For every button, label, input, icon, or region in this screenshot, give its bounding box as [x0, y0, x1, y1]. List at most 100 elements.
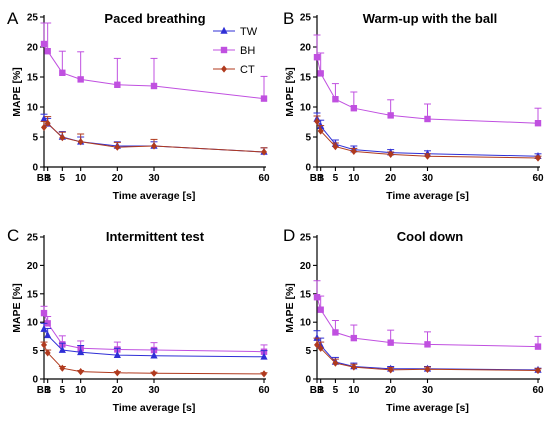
data-point — [313, 294, 321, 301]
panel-letter: C — [7, 226, 19, 245]
data-point — [113, 350, 121, 358]
y-tick-label: 15 — [27, 289, 39, 300]
y-tick-label: 5 — [305, 133, 311, 144]
data-point — [77, 76, 84, 83]
data-point — [260, 95, 268, 102]
data-point — [151, 142, 157, 150]
legend-item-tw: TW — [213, 26, 258, 38]
y-tick-label: 10 — [300, 103, 312, 114]
x-tick-label: 1 — [318, 385, 324, 396]
legend-marker — [220, 26, 228, 34]
chart-title: Paced breathing — [104, 11, 205, 26]
data-point — [387, 339, 394, 346]
y-tick-label: 20 — [27, 43, 39, 54]
data-point — [314, 341, 320, 349]
y-tick-label: 20 — [300, 43, 312, 54]
panel-letter: B — [283, 9, 294, 28]
series-bh — [40, 305, 268, 355]
y-axis-label: MAPE [%] — [11, 67, 23, 117]
data-point — [535, 366, 541, 375]
x-tick-label: 60 — [532, 173, 544, 184]
x-tick-label: 60 — [532, 385, 544, 396]
data-point — [44, 331, 52, 339]
data-point — [58, 345, 66, 353]
data-point — [317, 306, 324, 313]
data-point — [317, 127, 324, 135]
y-tick-label: 5 — [32, 133, 38, 144]
y-tick-label: 0 — [305, 375, 311, 386]
series-tw — [40, 322, 268, 360]
legend-label: BH — [240, 45, 255, 57]
data-point — [59, 69, 66, 76]
x-tick-label: BB — [310, 385, 324, 396]
data-point — [332, 329, 339, 336]
chart-title: Cool down — [397, 229, 463, 244]
x-tick-label: 20 — [385, 173, 397, 184]
x-tick-label: BB — [37, 385, 51, 396]
series-bh — [313, 34, 542, 127]
x-tick-label: 30 — [422, 173, 434, 184]
chart-title: Intermittent test — [106, 229, 205, 244]
data-point — [350, 105, 358, 112]
data-point — [44, 48, 51, 55]
x-tick-label: 20 — [112, 385, 124, 396]
legend-label: CT — [240, 64, 255, 76]
y-tick-label: 0 — [32, 163, 38, 174]
legend-marker — [220, 46, 228, 54]
data-point — [424, 365, 431, 373]
series-ct — [40, 341, 268, 378]
x-axis-label: Time average [s] — [386, 402, 469, 414]
y-tick-label: 15 — [300, 289, 312, 300]
x-tick-label: 10 — [75, 385, 87, 396]
y-tick-label: 20 — [27, 261, 39, 272]
y-tick-label: 25 — [300, 233, 312, 244]
y-tick-label: 25 — [27, 233, 39, 244]
legend-item-bh: BH — [213, 45, 255, 57]
data-point — [534, 120, 542, 127]
x-tick-label: 1 — [45, 173, 51, 184]
data-point — [332, 143, 339, 151]
data-point — [77, 138, 84, 146]
y-tick-label: 15 — [27, 73, 39, 84]
x-tick-label: 60 — [258, 385, 270, 396]
x-tick-label: 5 — [333, 173, 339, 184]
x-axis-label: Time average [s] — [113, 402, 196, 414]
data-point — [114, 143, 121, 151]
data-point — [44, 320, 51, 327]
data-point — [387, 366, 394, 374]
x-tick-label: BB — [37, 173, 51, 184]
x-tick-label: 30 — [422, 385, 434, 396]
data-point — [261, 370, 267, 378]
data-point — [424, 152, 431, 160]
data-point — [77, 368, 84, 376]
y-axis-label: MAPE [%] — [284, 283, 296, 333]
data-point — [40, 324, 48, 332]
data-point — [40, 114, 48, 122]
y-axis-label: MAPE [%] — [11, 283, 23, 333]
y-tick-label: 5 — [305, 346, 311, 357]
y-tick-label: 10 — [27, 318, 39, 329]
series-bh — [313, 280, 542, 350]
data-point — [424, 341, 431, 348]
data-point — [151, 369, 157, 377]
data-point — [59, 134, 66, 142]
data-point — [44, 119, 51, 127]
x-tick-label: 5 — [60, 385, 66, 396]
data-point — [150, 82, 158, 90]
data-point — [534, 343, 542, 350]
panel-letter: A — [7, 9, 19, 28]
x-tick-label: 30 — [148, 173, 160, 184]
series-ct — [313, 115, 542, 162]
y-tick-label: 20 — [300, 261, 312, 272]
x-tick-label: 20 — [385, 385, 397, 396]
data-point — [114, 369, 121, 377]
data-point — [260, 352, 268, 360]
data-point — [40, 309, 48, 317]
data-point — [261, 148, 267, 156]
y-tick-label: 5 — [32, 346, 38, 357]
data-point — [150, 351, 158, 359]
x-tick-label: 10 — [348, 173, 360, 184]
